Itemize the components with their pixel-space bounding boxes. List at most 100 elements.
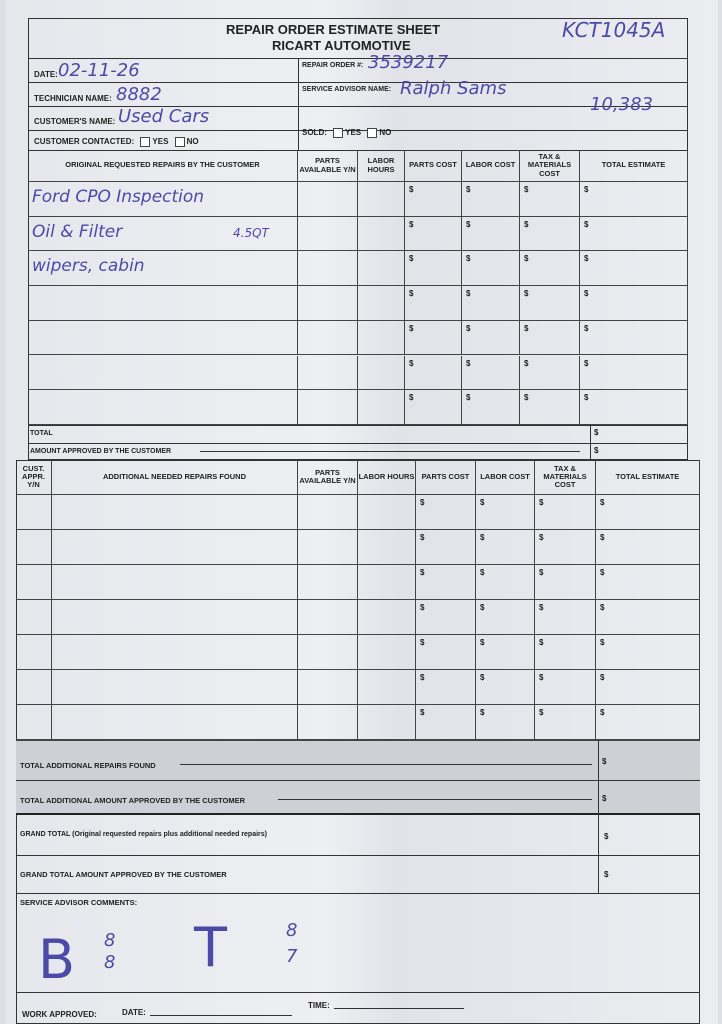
table-cell[interactable]: $ xyxy=(580,216,688,252)
table-cell[interactable]: $ xyxy=(520,355,580,391)
table-cell[interactable] xyxy=(52,530,298,565)
table-cell[interactable] xyxy=(16,495,52,530)
table-cell[interactable] xyxy=(52,670,298,705)
contacted-no-checkbox[interactable] xyxy=(174,137,185,147)
table-cell[interactable]: $ xyxy=(596,565,700,600)
table-cell[interactable] xyxy=(298,565,358,600)
table-cell[interactable] xyxy=(16,530,52,565)
table-cell[interactable] xyxy=(298,216,358,252)
table-cell[interactable] xyxy=(298,635,358,670)
repair-description-cell[interactable] xyxy=(28,390,298,425)
table-cell[interactable] xyxy=(358,182,405,217)
table-cell[interactable] xyxy=(16,670,52,705)
table-cell[interactable]: $ xyxy=(462,182,520,217)
table-cell[interactable]: $ xyxy=(596,705,700,740)
table-cell[interactable]: $ xyxy=(580,320,688,356)
repair-description-cell[interactable]: Oil & Filter 4.5QT xyxy=(28,216,298,252)
table-cell[interactable]: $ xyxy=(596,495,700,530)
table-cell[interactable] xyxy=(298,182,358,217)
table-cell[interactable]: $ xyxy=(462,216,520,252)
table-cell[interactable]: $ xyxy=(476,705,535,740)
table-cell[interactable] xyxy=(298,390,358,425)
table-cell[interactable]: $ xyxy=(580,390,688,425)
table-cell[interactable]: $ xyxy=(520,251,580,287)
table-cell[interactable] xyxy=(358,320,405,356)
table-cell[interactable]: $ xyxy=(416,705,476,740)
table-cell[interactable]: $ xyxy=(596,670,700,705)
repair-description-cell[interactable]: wipers, cabin xyxy=(28,251,298,287)
table-cell[interactable]: $ xyxy=(405,286,462,321)
table-cell[interactable]: $ xyxy=(405,390,462,425)
table-cell[interactable]: $ xyxy=(520,216,580,252)
table-cell[interactable]: $ xyxy=(520,182,580,217)
table-cell[interactable] xyxy=(16,600,52,635)
table-cell[interactable] xyxy=(298,600,358,635)
table-cell[interactable] xyxy=(358,705,416,740)
table-cell[interactable]: $ xyxy=(476,530,535,565)
table-cell[interactable]: $ xyxy=(596,635,700,670)
table-cell[interactable]: $ xyxy=(535,600,596,635)
table-cell[interactable]: $ xyxy=(520,286,580,321)
repair-description-cell[interactable]: Ford CPO Inspection xyxy=(28,182,298,217)
table-cell[interactable] xyxy=(298,495,358,530)
table-cell[interactable]: $ xyxy=(476,565,535,600)
table-cell[interactable] xyxy=(298,251,358,287)
table-cell[interactable]: $ xyxy=(476,635,535,670)
table-cell[interactable]: $ xyxy=(405,182,462,217)
table-cell[interactable] xyxy=(298,670,358,705)
table-cell[interactable]: $ xyxy=(535,565,596,600)
technician-value[interactable]: 8882 xyxy=(116,84,162,105)
repair-description-cell[interactable] xyxy=(28,320,298,356)
table-cell[interactable] xyxy=(16,565,52,600)
repair-order-value[interactable]: 3539217 xyxy=(368,52,449,73)
table-cell[interactable] xyxy=(358,251,405,287)
table-cell[interactable]: $ xyxy=(462,355,520,391)
table-cell[interactable]: $ xyxy=(416,565,476,600)
sold-no-checkbox[interactable] xyxy=(367,128,378,138)
mileage-value[interactable]: 10,383 xyxy=(590,94,653,115)
comments-area[interactable]: B 8 8 T 8 7 xyxy=(16,910,700,991)
table-cell[interactable]: $ xyxy=(596,600,700,635)
table-cell[interactable]: $ xyxy=(462,251,520,287)
table-cell[interactable]: $ xyxy=(580,182,688,217)
table-cell[interactable] xyxy=(298,286,358,321)
contacted-yes-checkbox[interactable] xyxy=(140,137,151,147)
table-cell[interactable] xyxy=(358,286,405,321)
table-cell[interactable] xyxy=(52,600,298,635)
table-cell[interactable] xyxy=(52,635,298,670)
table-cell[interactable] xyxy=(358,600,416,635)
table-cell[interactable]: $ xyxy=(580,251,688,287)
repair-description-cell[interactable] xyxy=(28,286,298,321)
table-cell[interactable] xyxy=(358,635,416,670)
repair-description-cell[interactable] xyxy=(28,355,298,391)
table-cell[interactable] xyxy=(52,705,298,740)
table-cell[interactable]: $ xyxy=(462,390,520,425)
table-cell[interactable] xyxy=(358,216,405,252)
table-cell[interactable]: $ xyxy=(535,635,596,670)
table-cell[interactable] xyxy=(16,705,52,740)
table-cell[interactable]: $ xyxy=(405,251,462,287)
table-cell[interactable]: $ xyxy=(405,216,462,252)
table-cell[interactable]: $ xyxy=(535,530,596,565)
table-cell[interactable]: $ xyxy=(535,670,596,705)
table-cell[interactable]: $ xyxy=(405,320,462,356)
table-cell[interactable]: $ xyxy=(535,495,596,530)
table-cell[interactable]: $ xyxy=(476,495,535,530)
table-cell[interactable] xyxy=(16,635,52,670)
time-signature-line[interactable] xyxy=(334,1008,464,1009)
table-cell[interactable]: $ xyxy=(462,320,520,356)
table-cell[interactable]: $ xyxy=(416,530,476,565)
table-cell[interactable]: $ xyxy=(476,670,535,705)
table-cell[interactable]: $ xyxy=(520,320,580,356)
table-cell[interactable]: $ xyxy=(416,670,476,705)
table-cell[interactable] xyxy=(358,390,405,425)
table-cell[interactable]: $ xyxy=(535,705,596,740)
service-advisor-value[interactable]: Ralph Sams xyxy=(400,78,507,99)
table-cell[interactable] xyxy=(52,565,298,600)
date-signature-line[interactable] xyxy=(150,1015,292,1016)
table-cell[interactable]: $ xyxy=(580,355,688,391)
table-cell[interactable] xyxy=(298,530,358,565)
customer-value[interactable]: Used Cars xyxy=(118,106,210,127)
table-cell[interactable]: $ xyxy=(580,286,688,321)
table-cell[interactable]: $ xyxy=(476,600,535,635)
